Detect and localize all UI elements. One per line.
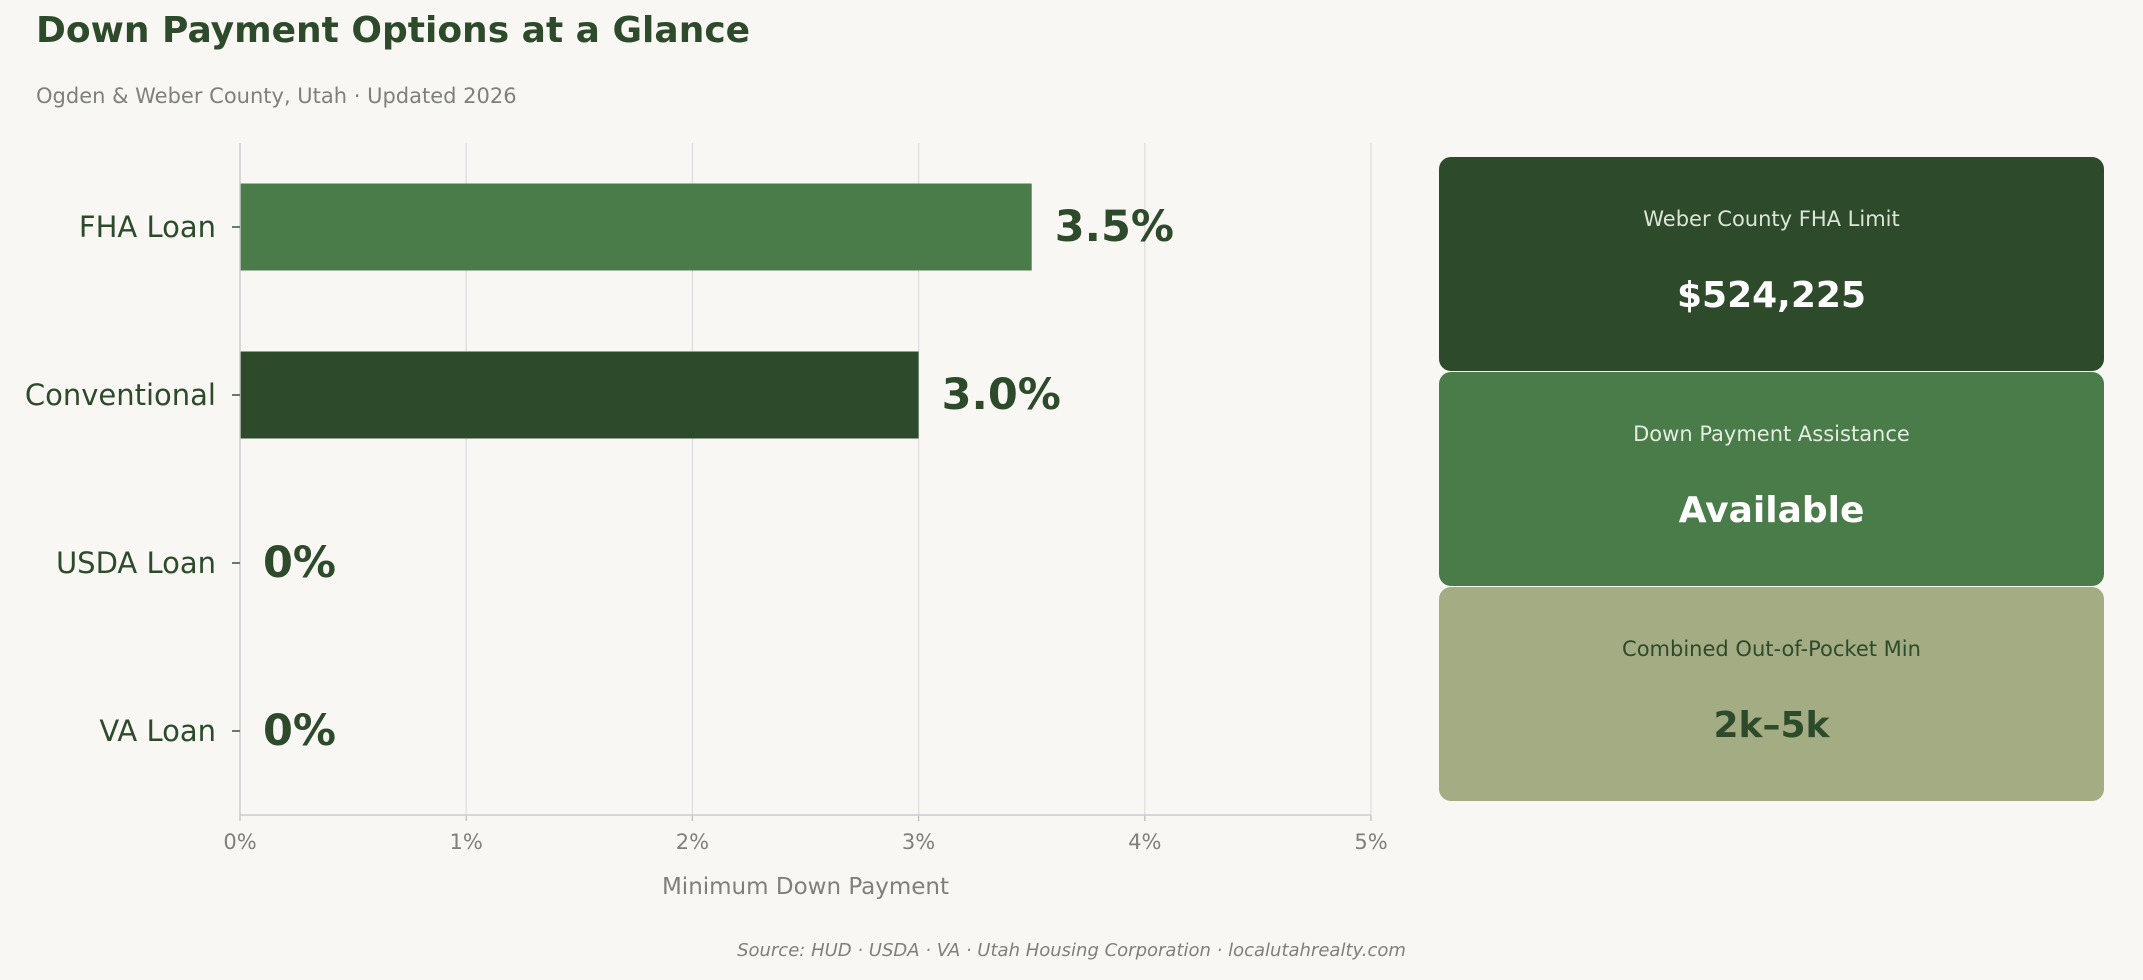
source-note: Source: HUD · USDA · VA · Utah Housing C… bbox=[737, 940, 1406, 961]
assistance-value: Available bbox=[1678, 490, 1865, 531]
x-tick-label: 5% bbox=[1354, 830, 1387, 854]
fha-limit-label: Weber County FHA Limit bbox=[1643, 207, 1900, 231]
chart-axes: 0% 1% 2% 3% 4% 5% Minimum Down Payment FHA Loan… bbox=[25, 143, 1388, 900]
assistance-card: Down Payment Assistance Available bbox=[1439, 372, 2104, 586]
x-tick-label: 3% bbox=[902, 830, 935, 854]
fha-limit-card: Weber County FHA Limit $524,225 bbox=[1439, 157, 2104, 371]
category-label: FHA Loan bbox=[79, 210, 216, 244]
out-of-pocket-value: 2k–5k bbox=[1713, 705, 1830, 746]
x-tick-label: 0% bbox=[223, 830, 256, 854]
category-label: USDA Loan bbox=[56, 546, 216, 580]
category-label: Conventional bbox=[25, 378, 216, 412]
data-label: 0% bbox=[263, 538, 336, 588]
out-of-pocket-label: Combined Out-of-Pocket Min bbox=[1622, 637, 1921, 661]
bar bbox=[240, 351, 919, 439]
category-label: VA Loan bbox=[99, 714, 216, 748]
x-tick-label: 1% bbox=[450, 830, 483, 854]
x-tick-label: 2% bbox=[676, 830, 709, 854]
chart-subtitle: Ogden & Weber County, Utah · Updated 202… bbox=[36, 84, 517, 108]
data-label: 3.5% bbox=[1055, 202, 1174, 252]
x-tick-label: 4% bbox=[1128, 830, 1161, 854]
fha-limit-value: $524,225 bbox=[1676, 275, 1867, 316]
data-label: 0% bbox=[263, 706, 336, 756]
chart-title: Down Payment Options at a Glance bbox=[36, 10, 751, 51]
chart-bars bbox=[240, 183, 1032, 439]
x-axis-label: Minimum Down Payment bbox=[662, 874, 949, 900]
out-of-pocket-card: Combined Out-of-Pocket Min 2k–5k bbox=[1439, 587, 2104, 801]
data-label: 3.0% bbox=[942, 370, 1061, 420]
assistance-label: Down Payment Assistance bbox=[1633, 422, 1910, 446]
chart-data-labels: 3.5% 3.0% 0% 0% bbox=[263, 202, 1174, 756]
bar bbox=[240, 183, 1032, 271]
bar-chart: 0% 1% 2% 3% 4% 5% Minimum Down Payment FHA Loan… bbox=[25, 143, 1388, 900]
